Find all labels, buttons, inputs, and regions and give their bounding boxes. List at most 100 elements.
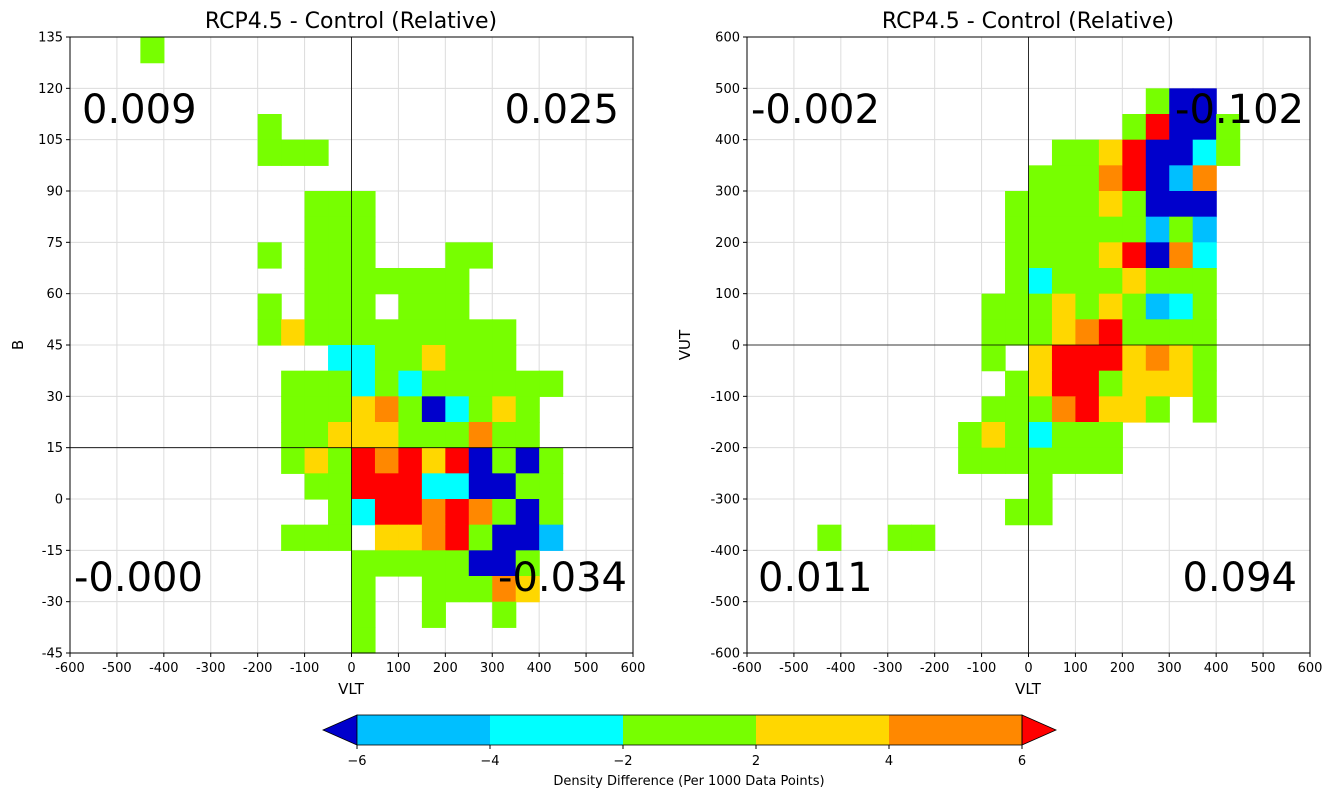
- x-tick-label: 100: [386, 661, 411, 676]
- y-tick-label: 600: [715, 31, 740, 46]
- heatmap-cell: [445, 576, 470, 603]
- heatmap-cell: [445, 524, 470, 551]
- x-tick-label: 400: [527, 661, 552, 676]
- heatmap-cell: [1145, 216, 1170, 243]
- colorbar-segment: [357, 715, 491, 745]
- heatmap-cell: [351, 550, 376, 577]
- heatmap-cell: [1145, 345, 1170, 372]
- heatmap-cell: [1028, 268, 1053, 295]
- heatmap-cell: [1051, 447, 1077, 474]
- heatmap-cell: [1051, 191, 1077, 218]
- heatmap-cell: [328, 422, 353, 449]
- heatmap-cell: [351, 422, 376, 449]
- heatmap-cell: [1216, 139, 1241, 166]
- heatmap-cell: [1075, 422, 1100, 449]
- heatmap-cell: [351, 627, 376, 654]
- heatmap-cell: [1075, 370, 1100, 397]
- heatmap-cell: [445, 550, 470, 577]
- heatmap-cell: [398, 293, 423, 320]
- heatmap-cell: [374, 550, 400, 577]
- heatmap-cell: [981, 396, 1006, 423]
- heatmap-cell: [1169, 114, 1194, 141]
- heatmap-cell: [515, 422, 540, 449]
- heatmap-cell: [1051, 216, 1077, 243]
- heatmap-cell: [515, 473, 540, 500]
- y-tick-label: 0: [732, 339, 740, 354]
- heatmap-cell: [257, 139, 282, 166]
- x-tick-label: -500: [102, 661, 132, 676]
- heatmap-cell: [445, 268, 470, 295]
- heatmap-cell: [328, 396, 353, 423]
- heatmap-cell: [1169, 242, 1194, 269]
- heatmap-cell: [1098, 447, 1123, 474]
- heatmap-cell: [1145, 88, 1170, 115]
- y-tick-label: -15: [42, 544, 63, 559]
- heatmap-cell: [1169, 165, 1194, 192]
- x-tick-label: 0: [347, 661, 355, 676]
- heatmap-cell: [1005, 191, 1030, 218]
- heatmap-cell: [445, 422, 470, 449]
- heatmap-cell: [304, 396, 329, 423]
- heatmap-cell: [1122, 293, 1147, 320]
- left-x-axis-label: VLT: [338, 680, 365, 698]
- heatmap-cell: [421, 293, 446, 320]
- heatmap-cell: [1051, 293, 1077, 320]
- heatmap-cell: [539, 370, 564, 397]
- x-tick-label: 600: [621, 661, 646, 676]
- heatmap-cell: [1028, 293, 1053, 320]
- heatmap-cell: [1145, 293, 1170, 320]
- heatmap-cell: [1028, 396, 1053, 423]
- heatmap-cell: [1075, 268, 1100, 295]
- y-tick-label: -300: [710, 493, 740, 508]
- heatmap-cell: [539, 447, 564, 474]
- left-heatmap-panel: RCP4.5 - Control (Relative) -600 -500 -400…: [9, 9, 645, 698]
- heatmap-cell: [281, 422, 306, 449]
- heatmap-cell: [1075, 216, 1100, 243]
- y-tick-label: 45: [46, 339, 63, 354]
- heatmap-cell: [1169, 268, 1194, 295]
- heatmap-cell: [981, 319, 1006, 346]
- heatmap-cell: [304, 473, 329, 500]
- x-tick-label: 200: [1110, 661, 1135, 676]
- heatmap-cell: [445, 242, 470, 269]
- right-quadrant-top-right-value: -0.102: [1175, 87, 1304, 133]
- left-quadrant-bottom-left-value: -0.000: [74, 555, 203, 601]
- heatmap-cell: [1005, 242, 1030, 269]
- heatmap-cell: [445, 370, 470, 397]
- y-tick-label: 75: [46, 236, 63, 251]
- heatmap-cell: [1169, 370, 1194, 397]
- x-tick-label: 500: [574, 661, 599, 676]
- heatmap-cell: [1028, 191, 1053, 218]
- y-tick-label: 0: [55, 493, 63, 508]
- heatmap-cell: [1169, 345, 1194, 372]
- heatmap-cell: [1122, 242, 1147, 269]
- heatmap-cell: [281, 447, 306, 474]
- heatmap-cell: [1075, 293, 1100, 320]
- heatmap-cell: [1028, 345, 1053, 372]
- y-tick-label: -200: [710, 441, 740, 456]
- heatmap-cell: [1005, 499, 1030, 526]
- y-tick-label: -600: [710, 647, 740, 662]
- heatmap-cell: [1075, 191, 1100, 218]
- heatmap-cell: [281, 524, 306, 551]
- heatmap-cell: [445, 473, 470, 500]
- heatmap-cell: [421, 447, 446, 474]
- heatmap-cell: [445, 396, 470, 423]
- heatmap-cell: [445, 345, 470, 372]
- heatmap-cell: [492, 345, 517, 372]
- heatmap-cell: [1098, 139, 1123, 166]
- heatmap-cell: [1192, 293, 1217, 320]
- heatmap-cell: [515, 370, 540, 397]
- heatmap-cell: [1075, 319, 1100, 346]
- heatmap-cell: [281, 370, 306, 397]
- heatmap-cell: [1028, 447, 1053, 474]
- right-quadrant-bottom-left-value: 0.011: [758, 555, 873, 601]
- heatmap-cell: [1122, 370, 1147, 397]
- heatmap-cell: [1192, 88, 1217, 115]
- colorbar-extend-min: [322, 714, 358, 746]
- heatmap-cell: [1051, 242, 1077, 269]
- heatmap-cell: [257, 242, 282, 269]
- heatmap-cell: [492, 601, 517, 628]
- heatmap-cell: [1145, 139, 1170, 166]
- heatmap-cell: [1145, 114, 1170, 141]
